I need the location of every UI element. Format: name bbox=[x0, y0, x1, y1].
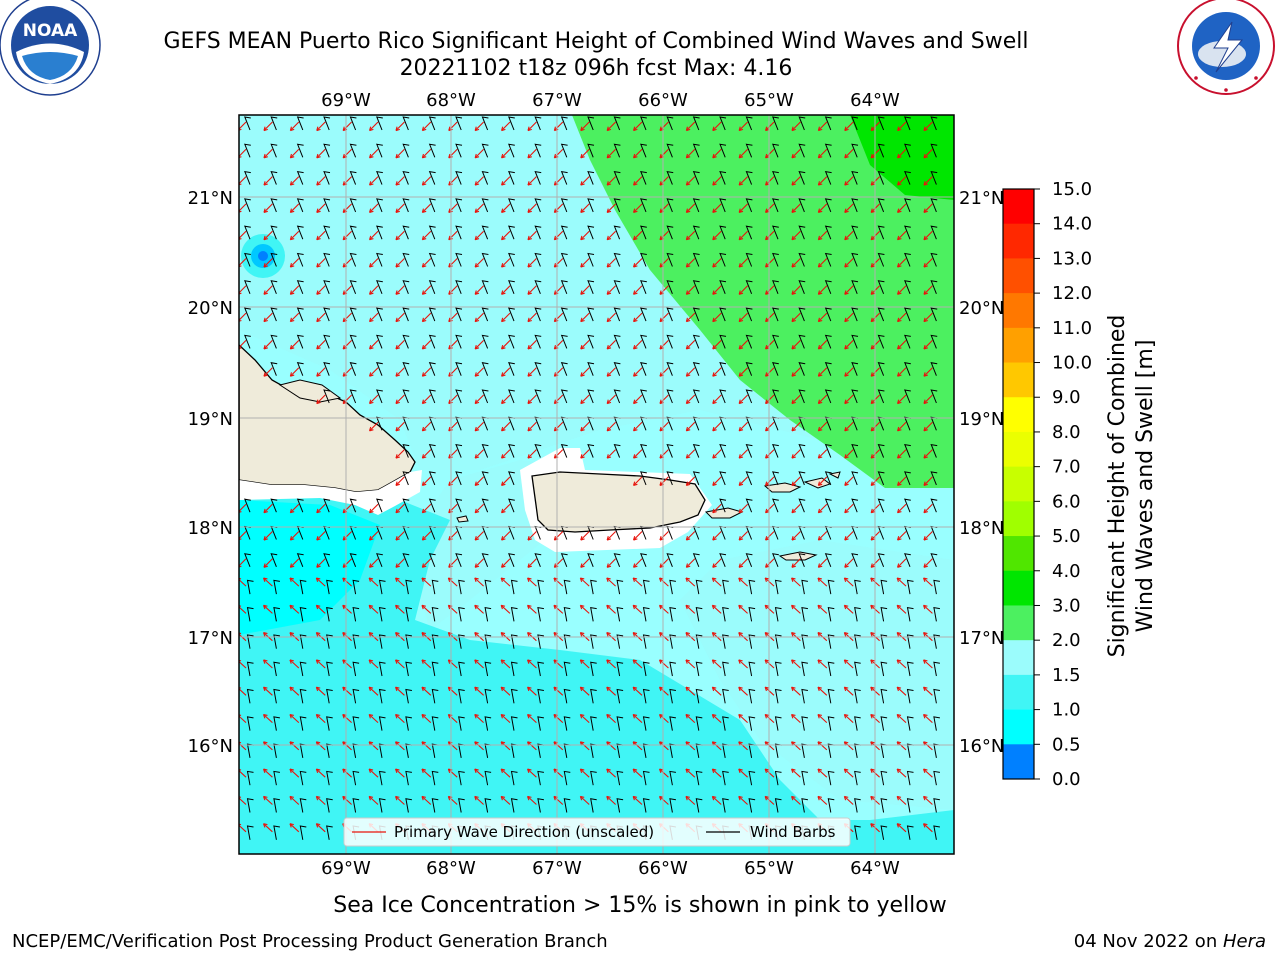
colorbar-ticks: 15.0 14.0 13.0 12.0 11.0 10.0 9.0 8.0 7.0 6.0 5.0 4… bbox=[1034, 179, 1092, 790]
colorbar-swatch bbox=[1003, 640, 1034, 676]
mona-island bbox=[456, 515, 469, 523]
lon-label-top: 69°W bbox=[321, 90, 371, 111]
colorbar-swatches bbox=[1003, 189, 1034, 780]
noaa-logo: NOAA bbox=[0, 0, 101, 96]
colorbar-tick-label: 13.0 bbox=[1052, 248, 1092, 269]
hispaniola-white-fringe bbox=[239, 470, 422, 515]
noaa-logo-text: NOAA bbox=[23, 21, 78, 41]
puerto-rico-land bbox=[531, 471, 706, 533]
lat-label-left: 20°N bbox=[188, 298, 233, 319]
colorbar-tick-label: 1.0 bbox=[1052, 700, 1081, 721]
colorbar-tick-label: 14.0 bbox=[1052, 214, 1092, 235]
colorbar-label-line1: Significant Height of Combined bbox=[1105, 315, 1130, 658]
map-legend: Primary Wave Direction (unscaled) Wind B… bbox=[343, 817, 851, 847]
colorbar-tick-label: 3.0 bbox=[1052, 595, 1081, 616]
colorbar-tick-label: 0.5 bbox=[1052, 734, 1081, 755]
lon-label-top: 65°W bbox=[744, 90, 794, 111]
lon-label-top: 67°W bbox=[532, 90, 582, 111]
lat-label-left: 19°N bbox=[188, 409, 233, 430]
deep-green-patch bbox=[850, 115, 954, 200]
map-subtitle: 20221102 t18z 096h fcst Max: 4.16 bbox=[400, 56, 793, 81]
colorbar-swatch bbox=[1003, 293, 1034, 329]
colorbar-swatch bbox=[1003, 570, 1034, 606]
lon-label-top: 68°W bbox=[426, 90, 476, 111]
st-croix-island bbox=[778, 551, 818, 561]
legend-wave-label: Primary Wave Direction (unscaled) bbox=[394, 823, 654, 841]
lat-label-left: 17°N bbox=[188, 628, 233, 649]
lat-label-right: 16°N bbox=[959, 736, 1004, 757]
lon-label-bottom: 68°W bbox=[426, 858, 476, 879]
vector-field bbox=[239, 116, 940, 840]
colorbar-swatch bbox=[1003, 466, 1034, 502]
legend-barb-label: Wind Barbs bbox=[750, 823, 836, 841]
colorbar-tick-label: 11.0 bbox=[1052, 318, 1092, 339]
gridlines bbox=[239, 115, 954, 854]
lat-label-left: 18°N bbox=[188, 518, 233, 539]
colorbar-label-line2: Wind Waves and Swell [m] bbox=[1133, 340, 1158, 633]
lon-label-bottom: 64°W bbox=[850, 858, 900, 879]
light-cyan-south bbox=[680, 540, 954, 810]
colorbar-swatch bbox=[1003, 605, 1034, 641]
colorbar-swatch bbox=[1003, 258, 1034, 294]
colorbar-tick-label: 5.0 bbox=[1052, 526, 1081, 547]
sea-ice-note: Sea Ice Concentration > 15% is shown in … bbox=[333, 893, 947, 918]
lon-label-bottom: 69°W bbox=[321, 858, 371, 879]
footer-date: 04 Nov 2022 on Hera bbox=[1074, 931, 1266, 952]
lon-label-bottom: 66°W bbox=[638, 858, 688, 879]
top-lon-labels: 69°W 68°W 67°W 66°W 65°W 64°W bbox=[321, 90, 900, 111]
footer-date-text: 04 Nov 2022 on bbox=[1073, 931, 1223, 952]
right-lat-labels: 21°N 20°N 19°N 18°N 17°N 16°N bbox=[959, 188, 1004, 757]
colorbar-swatch bbox=[1003, 501, 1034, 537]
nws-logo-stars bbox=[1194, 76, 1258, 92]
lat-label-right: 18°N bbox=[959, 518, 1004, 539]
colorbar-swatch bbox=[1003, 674, 1034, 711]
blue-spot bbox=[241, 234, 285, 278]
colorbar-tick-label: 7.0 bbox=[1052, 457, 1081, 478]
colorbar: 15.0 14.0 13.0 12.0 11.0 10.0 9.0 8.0 7.0 6.0 5.0 4… bbox=[1002, 179, 1158, 790]
colorbar-tick-label: 1.5 bbox=[1052, 665, 1081, 686]
lat-label-right: 17°N bbox=[959, 628, 1004, 649]
colorbar-tick-label: 6.0 bbox=[1052, 491, 1081, 512]
colorbar-tick-label: 12.0 bbox=[1052, 283, 1092, 304]
bottom-lon-labels: 69°W 68°W 67°W 66°W 65°W 64°W bbox=[321, 858, 900, 879]
colorbar-tick-label: 15.0 bbox=[1052, 179, 1092, 200]
lat-label-right: 21°N bbox=[959, 188, 1004, 209]
lat-label-right: 19°N bbox=[959, 409, 1004, 430]
colorbar-tick-label: 2.0 bbox=[1052, 630, 1081, 651]
colorbar-tick-label: 0.0 bbox=[1052, 769, 1081, 790]
lat-label-right: 20°N bbox=[959, 298, 1004, 319]
colorbar-swatch bbox=[1003, 223, 1034, 259]
colorbar-tick-label: 10.0 bbox=[1052, 353, 1092, 374]
colorbar-swatch bbox=[1003, 744, 1034, 780]
colorbar-swatch bbox=[1003, 327, 1034, 364]
map-panel: Primary Wave Direction (unscaled) Wind B… bbox=[188, 90, 1005, 879]
cyan-band-center bbox=[239, 455, 954, 854]
green-region-northeast bbox=[572, 115, 954, 488]
colorbar-swatch bbox=[1003, 709, 1034, 745]
colorbar-swatch bbox=[1003, 397, 1034, 433]
colorbar-swatch bbox=[1003, 431, 1034, 468]
map-title: GEFS MEAN Puerto Rico Significant Height… bbox=[164, 29, 1029, 54]
lat-label-left: 21°N bbox=[188, 188, 233, 209]
colorbar-swatch bbox=[1003, 362, 1034, 398]
lon-label-top: 64°W bbox=[850, 90, 900, 111]
colorbar-tick-label: 8.0 bbox=[1052, 422, 1081, 443]
footer-credit: NCEP/EMC/Verification Post Processing Pr… bbox=[12, 931, 608, 952]
hispaniola-north-bay bbox=[278, 379, 342, 403]
lon-label-bottom: 65°W bbox=[744, 858, 794, 879]
colorbar-tick-label: 4.0 bbox=[1052, 561, 1081, 582]
lat-label-left: 16°N bbox=[188, 736, 233, 757]
left-lat-labels: 21°N 20°N 19°N 18°N 17°N 16°N bbox=[188, 188, 233, 757]
colorbar-swatch bbox=[1003, 189, 1034, 225]
colorbar-frame bbox=[1002, 188, 1035, 780]
colorbar-tick-label: 9.0 bbox=[1052, 387, 1081, 408]
colorbar-swatch bbox=[1003, 536, 1034, 572]
lon-label-bottom: 67°W bbox=[532, 858, 582, 879]
footer-host: Hera bbox=[1222, 931, 1266, 952]
nws-logo bbox=[1177, 0, 1275, 95]
lon-label-top: 66°W bbox=[638, 90, 688, 111]
map-frame bbox=[238, 114, 955, 855]
